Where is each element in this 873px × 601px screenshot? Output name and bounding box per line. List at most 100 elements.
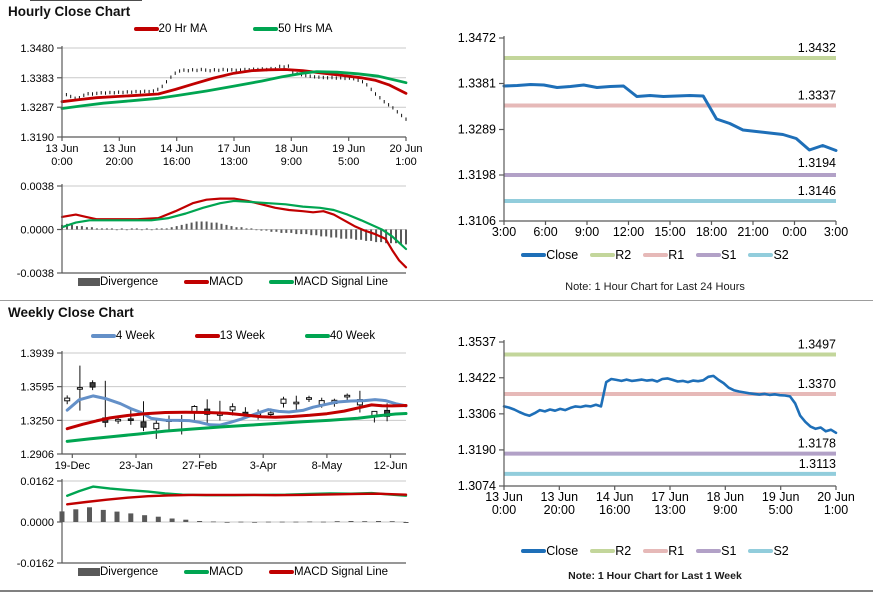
legend-label: S2 xyxy=(773,248,789,262)
svg-text:1.3422: 1.3422 xyxy=(458,371,496,385)
purple-line-swatch xyxy=(696,549,722,553)
legend-item: 50 Hrs MA xyxy=(253,23,332,35)
legend-item: Close xyxy=(521,544,578,558)
svg-text:6:00: 6:00 xyxy=(533,225,557,239)
svg-text:1.3198: 1.3198 xyxy=(458,168,496,182)
red-line-swatch xyxy=(269,570,295,574)
svg-text:1:00: 1:00 xyxy=(395,156,416,168)
legend-label: MACD Signal Line xyxy=(294,566,388,578)
svg-text:16:00: 16:00 xyxy=(599,503,630,517)
green-line-swatch xyxy=(304,334,330,338)
svg-text:1:00: 1:00 xyxy=(824,503,848,517)
svg-text:23-Jan: 23-Jan xyxy=(119,460,153,472)
legend-item: MACD Signal Line xyxy=(269,566,388,578)
red-line-swatch xyxy=(194,334,220,338)
svg-text:13:00: 13:00 xyxy=(654,503,685,517)
svg-text:19-Dec: 19-Dec xyxy=(55,460,91,472)
svg-text:19 Jun: 19 Jun xyxy=(762,490,800,504)
legend-item: Divergence xyxy=(77,276,159,288)
svg-text:5:00: 5:00 xyxy=(769,503,793,517)
red-line-swatch xyxy=(184,280,210,284)
svg-text:1.3289: 1.3289 xyxy=(458,123,496,137)
legend-item: R2 xyxy=(590,544,631,558)
svg-text:1.3939: 1.3939 xyxy=(20,348,54,360)
pivot-24h-note: Note: 1 Hour Chart for Last 24 Hours xyxy=(565,281,745,293)
blue-line-swatch xyxy=(521,253,547,257)
svg-text:1.3381: 1.3381 xyxy=(458,77,496,91)
blue-line-swatch xyxy=(521,549,547,553)
svg-text:3-Apr: 3-Apr xyxy=(250,460,277,472)
svg-text:21:00: 21:00 xyxy=(737,225,768,239)
lightgreen-line-swatch xyxy=(590,549,616,553)
weekly-section-title: Weekly Close Chart xyxy=(8,305,134,320)
legend-item: R2 xyxy=(590,248,631,262)
pivot-1week-legend: Close R2 R1 S1 S2 xyxy=(437,544,873,558)
svg-text:1.3472: 1.3472 xyxy=(458,31,496,45)
svg-text:20:00: 20:00 xyxy=(544,503,575,517)
hourly-macd-chart: 0.0038 0.0000 -0.0038 xyxy=(17,181,408,280)
legend-label: Divergence xyxy=(99,566,159,578)
svg-text:1.3480: 1.3480 xyxy=(20,43,54,55)
legend-item: MACD xyxy=(184,566,243,578)
svg-text:17 Jun: 17 Jun xyxy=(651,490,689,504)
svg-text:1.3146: 1.3146 xyxy=(798,184,836,198)
lightblue-line-swatch xyxy=(748,549,774,553)
svg-text:3:00: 3:00 xyxy=(492,225,516,239)
svg-text:1.3432: 1.3432 xyxy=(798,41,836,55)
svg-text:0.0162: 0.0162 xyxy=(20,476,54,488)
legend-item: S2 xyxy=(748,248,789,262)
svg-text:20 Jun: 20 Jun xyxy=(389,143,422,155)
svg-text:19 Jun: 19 Jun xyxy=(332,143,365,155)
weekly-ma-legend: 4 Week 13 Week 40 Week xyxy=(60,330,406,342)
svg-text:14 Jun: 14 Jun xyxy=(596,490,634,504)
hourly-macd-legend: Divergence MACD MACD Signal Line xyxy=(60,276,406,288)
svg-text:1.3250: 1.3250 xyxy=(20,415,54,427)
legend-item: MACD xyxy=(184,276,243,288)
legend-label: 20 Hr MA xyxy=(158,23,208,35)
svg-text:27-Feb: 27-Feb xyxy=(182,460,217,472)
svg-text:1.2906: 1.2906 xyxy=(20,449,54,461)
svg-text:9:00: 9:00 xyxy=(575,225,599,239)
legend-item: Close xyxy=(521,248,578,262)
svg-text:-0.0038: -0.0038 xyxy=(17,268,54,280)
svg-text:12:00: 12:00 xyxy=(613,225,644,239)
svg-text:12-Jun: 12-Jun xyxy=(374,460,408,472)
legend-label: 4 Week xyxy=(115,330,155,342)
legend-label: Divergence xyxy=(99,276,159,288)
legend-item: MACD Signal Line xyxy=(269,276,388,288)
pivot-24h-legend: Close R2 R1 S1 S2 xyxy=(437,248,873,262)
svg-text:5:00: 5:00 xyxy=(338,156,359,168)
svg-text:14 Jun: 14 Jun xyxy=(160,143,193,155)
legend-label: 50 Hrs MA xyxy=(278,23,333,35)
svg-text:1.3287: 1.3287 xyxy=(20,102,54,114)
weekly-macd-legend: Divergence MACD MACD Signal Line xyxy=(60,566,406,578)
svg-text:17 Jun: 17 Jun xyxy=(217,143,250,155)
svg-text:1.3383: 1.3383 xyxy=(20,73,54,85)
svg-text:18 Jun: 18 Jun xyxy=(707,490,745,504)
svg-text:1.3190: 1.3190 xyxy=(20,132,54,144)
legend-label: 40 Week xyxy=(329,330,376,342)
purple-line-swatch xyxy=(696,253,722,257)
section-divider xyxy=(0,300,873,301)
bottom-divider xyxy=(0,590,873,592)
hourly-ma-legend: 20 Hr MA 50 Hrs MA xyxy=(60,23,406,35)
pink-line-swatch xyxy=(643,253,669,257)
svg-text:1.3113: 1.3113 xyxy=(799,457,836,471)
legend-label: Close xyxy=(546,544,579,558)
svg-text:16:00: 16:00 xyxy=(163,156,191,168)
svg-text:15:00: 15:00 xyxy=(654,225,685,239)
svg-text:9:00: 9:00 xyxy=(281,156,302,168)
legend-item: 20 Hr MA xyxy=(133,23,208,35)
legend-label: MACD Signal Line xyxy=(294,276,388,288)
svg-text:20 Jun: 20 Jun xyxy=(817,490,855,504)
weekly-macd-chart: 0.0162 0.0000 -0.0162 xyxy=(17,476,409,570)
legend-label: R2 xyxy=(615,544,632,558)
legend-item: S1 xyxy=(696,544,736,558)
svg-text:-0.0162: -0.0162 xyxy=(17,558,54,570)
svg-text:1.3497: 1.3497 xyxy=(798,337,836,351)
svg-text:13 Jun: 13 Jun xyxy=(45,143,78,155)
